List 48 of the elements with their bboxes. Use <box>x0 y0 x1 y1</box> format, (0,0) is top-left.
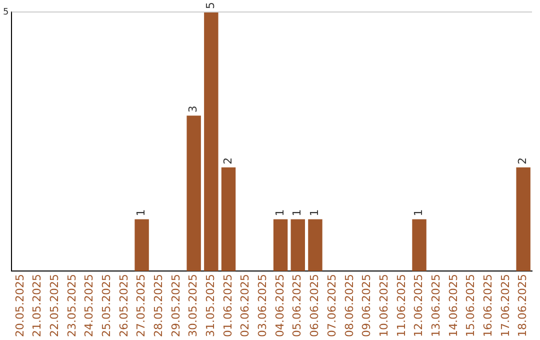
data-label: 2 <box>221 157 234 164</box>
data-label: 1 <box>308 209 322 216</box>
data-label: 1 <box>134 209 148 216</box>
data-label: 1 <box>273 209 286 216</box>
x-tick-label: 04.06.2025 <box>273 274 286 338</box>
x-tick-label: 13.06.2025 <box>429 274 442 338</box>
x-tick-label: 09.06.2025 <box>360 274 374 338</box>
x-tick-label: 05.06.2025 <box>290 274 304 338</box>
x-tick-label: 24.05.2025 <box>82 274 96 338</box>
x-tick-label: 11.06.2025 <box>394 274 408 338</box>
x-tick-label: 22.05.2025 <box>48 274 61 338</box>
x-tick-label: 16.06.2025 <box>482 274 495 338</box>
bar <box>186 116 201 272</box>
x-tick-label: 01.06.2025 <box>221 274 234 338</box>
x-tick-label: 08.06.2025 <box>342 274 356 338</box>
x-tick-label: 14.06.2025 <box>446 274 460 338</box>
x-tick-label: 03.06.2025 <box>256 274 270 338</box>
x-tick-label: 27.05.2025 <box>134 274 148 338</box>
x-tick-label: 18.06.2025 <box>516 274 530 338</box>
x-tick-label: 15.06.2025 <box>464 274 478 338</box>
x-tick-label: 12.06.2025 <box>412 274 426 338</box>
data-label: 1 <box>412 209 426 216</box>
bar <box>221 167 236 272</box>
x-tick-label: 02.06.2025 <box>238 274 252 338</box>
bar <box>290 219 305 272</box>
x-tick-label: 06.06.2025 <box>308 274 322 338</box>
x-tick-label: 21.05.2025 <box>30 274 44 338</box>
data-label: 1 <box>290 209 304 216</box>
x-tick-label: 29.05.2025 <box>169 274 182 338</box>
x-tick-label: 25.05.2025 <box>100 274 113 338</box>
data-label: 5 <box>204 2 218 9</box>
x-tick-label: 07.06.2025 <box>325 274 338 338</box>
x-tick-label: 28.05.2025 <box>152 274 165 338</box>
x-tick-label: 17.06.2025 <box>498 274 512 338</box>
bar <box>204 12 218 272</box>
x-tick-label: 26.05.2025 <box>117 274 130 338</box>
bar <box>412 219 426 272</box>
x-tick-label: 20.05.2025 <box>13 274 26 338</box>
x-tick-label: 10.06.2025 <box>377 274 390 338</box>
bar <box>273 219 288 272</box>
x-tick-label: 23.05.2025 <box>65 274 78 338</box>
x-tick-label: 31.05.2025 <box>204 274 218 338</box>
bar <box>516 167 530 272</box>
data-label: 3 <box>186 106 200 113</box>
data-label: 2 <box>516 157 530 164</box>
bar <box>308 219 322 272</box>
x-tick-label: 30.05.2025 <box>186 274 200 338</box>
bar <box>134 219 149 272</box>
